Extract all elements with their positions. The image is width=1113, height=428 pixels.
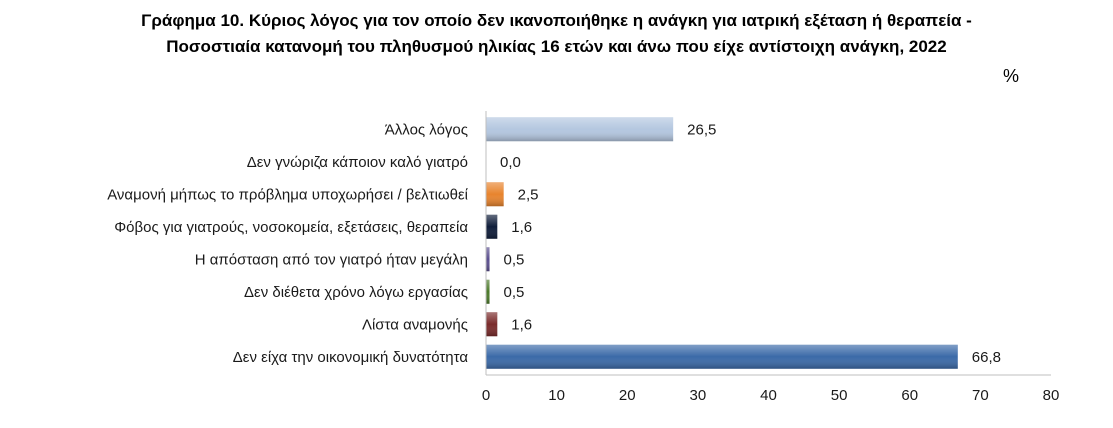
value-label: 0,5 xyxy=(504,251,525,268)
value-label: 0,0 xyxy=(500,154,521,171)
category-label: Δεν διέθετα χρόνο λόγω εργασίας xyxy=(244,284,468,301)
bar-shading xyxy=(486,117,674,142)
chart-title-line1: Γράφημα 10. Κύριος λόγος για τον οποίο δ… xyxy=(141,11,972,30)
bars-group xyxy=(486,117,958,369)
x-tick-label: 40 xyxy=(760,387,777,404)
x-tick-label: 60 xyxy=(901,387,918,404)
category-label: Δεν είχα την οικονομική δυνατότητα xyxy=(233,349,469,366)
bar-shading xyxy=(486,214,498,239)
bar-shading xyxy=(486,344,958,369)
chart-title-line2: Ποσοστιαία κατανομή του πληθυσμού ηλικία… xyxy=(166,37,947,56)
category-labels: Άλλος λόγος Δεν γνώριζα κάποιον καλό γιατ… xyxy=(107,121,468,366)
value-label: 66,8 xyxy=(972,349,1001,366)
value-label: 0,5 xyxy=(504,284,525,301)
chart-title: Γράφημα 10. Κύριος λόγος για τον οποίο δ… xyxy=(0,8,1113,60)
value-labels: 26,5 0,0 2,5 1,6 0,5 0,5 1,6 66,8 xyxy=(500,121,1001,366)
value-label: 1,6 xyxy=(511,316,532,333)
value-label: 26,5 xyxy=(687,121,716,138)
category-label: Λίστα αναμονής xyxy=(362,316,468,333)
x-tick-label: 30 xyxy=(690,387,707,404)
category-label: Η απόσταση από τον γιατρό ήταν μεγάλη xyxy=(195,251,468,268)
unit-label: % xyxy=(1003,66,1020,86)
bar-shading xyxy=(486,182,504,207)
x-tick-label: 70 xyxy=(972,387,989,404)
category-label: Φόβος για γιατρούς, νοσοκομεία, εξετάσει… xyxy=(114,219,468,236)
value-label: 2,5 xyxy=(518,186,539,203)
bar-shading xyxy=(486,279,490,304)
x-tick-label: 0 xyxy=(482,387,490,404)
bar-shading xyxy=(486,312,498,337)
x-tick-label: 20 xyxy=(619,387,636,404)
x-tick-label: 80 xyxy=(1043,387,1060,404)
value-label: 1,6 xyxy=(511,219,532,236)
x-tick-label: 50 xyxy=(831,387,848,404)
category-label: Δεν γνώριζα κάποιον καλό γιατρό xyxy=(247,154,468,171)
category-label: Αναμονή μήπως το πρόβλημα υποχωρήσει / β… xyxy=(107,186,468,203)
category-label: Άλλος λόγος xyxy=(385,121,468,138)
x-axis: 0 10 20 30 40 50 60 70 80 xyxy=(482,111,1060,404)
bar-shading xyxy=(486,247,490,272)
x-tick-label: 10 xyxy=(548,387,565,404)
